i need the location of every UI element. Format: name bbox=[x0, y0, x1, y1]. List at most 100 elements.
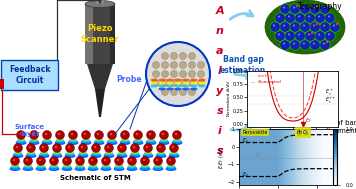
Ellipse shape bbox=[54, 150, 60, 152]
Circle shape bbox=[108, 130, 116, 139]
Circle shape bbox=[171, 80, 178, 87]
Circle shape bbox=[13, 159, 15, 161]
Ellipse shape bbox=[92, 151, 100, 154]
Ellipse shape bbox=[172, 140, 182, 144]
Circle shape bbox=[162, 133, 164, 135]
Circle shape bbox=[299, 40, 310, 50]
Ellipse shape bbox=[94, 149, 99, 151]
Ellipse shape bbox=[54, 141, 66, 145]
Circle shape bbox=[278, 33, 280, 36]
Ellipse shape bbox=[168, 163, 174, 165]
Circle shape bbox=[283, 43, 285, 44]
Ellipse shape bbox=[156, 154, 167, 158]
Ellipse shape bbox=[160, 138, 168, 141]
Circle shape bbox=[319, 4, 330, 15]
Ellipse shape bbox=[30, 138, 38, 141]
Ellipse shape bbox=[42, 140, 52, 144]
Ellipse shape bbox=[173, 139, 181, 142]
Ellipse shape bbox=[70, 137, 76, 139]
Circle shape bbox=[278, 15, 280, 18]
Polygon shape bbox=[87, 64, 113, 89]
Ellipse shape bbox=[169, 161, 173, 163]
Circle shape bbox=[320, 40, 330, 50]
Ellipse shape bbox=[134, 138, 142, 141]
Circle shape bbox=[171, 88, 178, 95]
Ellipse shape bbox=[109, 137, 115, 139]
Ellipse shape bbox=[53, 151, 61, 154]
Ellipse shape bbox=[158, 84, 166, 88]
Circle shape bbox=[120, 146, 122, 148]
Circle shape bbox=[16, 130, 26, 139]
Ellipse shape bbox=[13, 153, 23, 157]
Circle shape bbox=[179, 53, 187, 60]
Ellipse shape bbox=[27, 152, 35, 155]
Ellipse shape bbox=[66, 152, 74, 155]
Ellipse shape bbox=[129, 163, 135, 165]
Circle shape bbox=[19, 133, 21, 135]
Ellipse shape bbox=[81, 140, 91, 144]
Ellipse shape bbox=[142, 154, 153, 158]
Circle shape bbox=[305, 13, 314, 22]
Ellipse shape bbox=[95, 139, 103, 142]
Ellipse shape bbox=[57, 137, 63, 139]
Ellipse shape bbox=[19, 136, 23, 138]
Ellipse shape bbox=[132, 150, 138, 152]
Circle shape bbox=[289, 4, 300, 15]
Circle shape bbox=[40, 143, 48, 153]
Circle shape bbox=[188, 53, 195, 60]
Ellipse shape bbox=[38, 154, 49, 158]
Ellipse shape bbox=[89, 164, 97, 167]
Circle shape bbox=[52, 143, 62, 153]
Ellipse shape bbox=[143, 153, 153, 157]
Ellipse shape bbox=[30, 139, 38, 142]
Ellipse shape bbox=[54, 149, 59, 151]
Circle shape bbox=[294, 30, 305, 42]
Ellipse shape bbox=[66, 151, 74, 154]
Text: Probe: Probe bbox=[116, 74, 142, 84]
Ellipse shape bbox=[63, 164, 71, 167]
Ellipse shape bbox=[142, 163, 148, 165]
Ellipse shape bbox=[39, 161, 43, 163]
Ellipse shape bbox=[81, 148, 85, 150]
Circle shape bbox=[136, 133, 138, 135]
Ellipse shape bbox=[95, 138, 103, 141]
Circle shape bbox=[130, 159, 132, 161]
Circle shape bbox=[89, 156, 98, 166]
Ellipse shape bbox=[144, 152, 152, 155]
Ellipse shape bbox=[76, 165, 84, 168]
Ellipse shape bbox=[43, 139, 51, 142]
Ellipse shape bbox=[45, 135, 49, 137]
Circle shape bbox=[127, 156, 136, 166]
Circle shape bbox=[284, 30, 295, 42]
Bar bbox=[0, 79, 4, 89]
Ellipse shape bbox=[136, 135, 140, 137]
Circle shape bbox=[146, 146, 148, 148]
Circle shape bbox=[32, 133, 34, 135]
Circle shape bbox=[290, 40, 299, 50]
Ellipse shape bbox=[166, 166, 176, 170]
Circle shape bbox=[179, 80, 187, 87]
Circle shape bbox=[30, 130, 38, 139]
dark bbox=[301, 111, 305, 113]
Ellipse shape bbox=[79, 152, 87, 155]
Ellipse shape bbox=[22, 167, 33, 171]
Ellipse shape bbox=[130, 154, 141, 158]
Ellipse shape bbox=[24, 164, 32, 167]
Ellipse shape bbox=[106, 141, 117, 145]
Text: Band gap
estimation: Band gap estimation bbox=[220, 55, 266, 75]
Circle shape bbox=[325, 30, 335, 42]
Ellipse shape bbox=[158, 141, 169, 145]
Ellipse shape bbox=[28, 149, 33, 151]
Circle shape bbox=[298, 15, 300, 18]
Ellipse shape bbox=[14, 152, 22, 155]
Circle shape bbox=[29, 146, 31, 148]
Circle shape bbox=[304, 12, 315, 23]
Ellipse shape bbox=[156, 162, 161, 164]
Circle shape bbox=[56, 130, 64, 139]
Ellipse shape bbox=[16, 141, 26, 145]
Ellipse shape bbox=[18, 137, 24, 139]
Ellipse shape bbox=[156, 153, 166, 157]
Circle shape bbox=[159, 146, 161, 148]
Ellipse shape bbox=[153, 166, 163, 170]
Ellipse shape bbox=[51, 163, 57, 165]
